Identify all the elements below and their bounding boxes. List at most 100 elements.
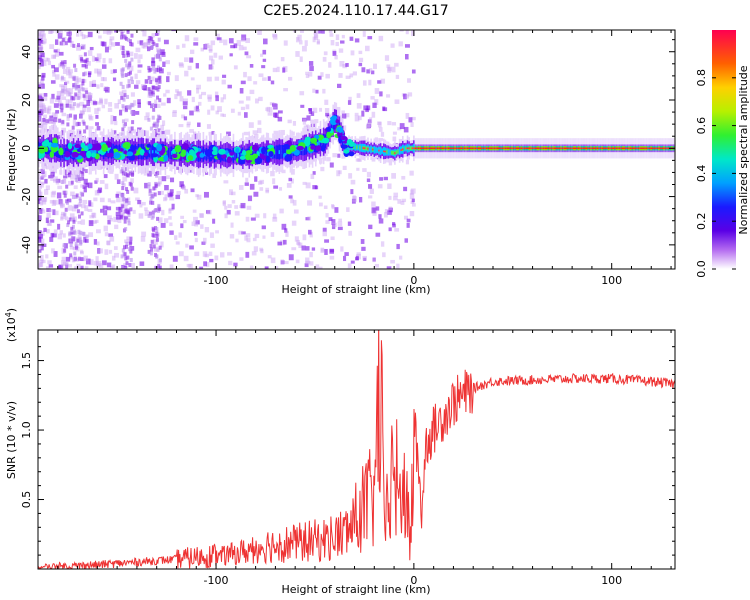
signal-core xyxy=(403,145,406,152)
signal-core xyxy=(234,150,236,161)
noise-cell xyxy=(281,169,286,174)
noise-cell xyxy=(142,165,147,170)
noise-cell xyxy=(80,204,86,209)
noise-cell xyxy=(309,261,314,266)
noise-cell xyxy=(121,265,126,269)
noise-cell xyxy=(73,257,77,262)
noise-cell xyxy=(62,64,66,69)
signal-max xyxy=(631,147,634,150)
signal-blob xyxy=(337,127,343,134)
noise-cell xyxy=(179,63,185,68)
noise-cell xyxy=(115,215,121,220)
noise-cell xyxy=(328,62,332,68)
noise-cell xyxy=(383,176,388,181)
figure-title: C2E5.2024.110.17.44.G17 xyxy=(263,3,448,19)
noise-cell xyxy=(147,249,151,254)
signal-blob xyxy=(101,143,108,152)
noise-cell xyxy=(107,215,112,219)
noise-cell xyxy=(309,66,314,72)
noise-cell xyxy=(39,61,44,67)
noise-cell xyxy=(160,190,164,195)
noise-cell xyxy=(330,236,335,241)
signal-core xyxy=(276,145,279,159)
noise-cell xyxy=(64,89,69,95)
noise-cell xyxy=(39,208,43,214)
noise-cell xyxy=(380,131,385,137)
noise-cell xyxy=(342,63,347,69)
noise-cell xyxy=(157,115,161,120)
noise-cell xyxy=(258,96,263,102)
noise-cell xyxy=(265,187,270,192)
signal-blob xyxy=(261,147,266,155)
noise-cell xyxy=(330,39,335,46)
noise-cell xyxy=(371,111,376,118)
x-tick-label: 0 xyxy=(410,274,417,287)
noise-cell xyxy=(251,251,257,256)
signal-blob xyxy=(180,151,186,157)
noise-cell xyxy=(38,230,42,234)
noise-cell xyxy=(296,239,300,245)
noise-cell xyxy=(392,222,396,226)
noise-cell xyxy=(78,202,82,207)
noise-cell xyxy=(168,216,172,220)
noise-cell xyxy=(162,61,166,67)
noise-cell xyxy=(100,41,105,46)
signal-max xyxy=(563,147,566,150)
noise-cell xyxy=(62,61,67,67)
noise-cell xyxy=(346,207,350,212)
noise-cell xyxy=(102,77,107,82)
noise-cell xyxy=(355,255,359,261)
signal-max xyxy=(454,147,456,150)
noise-cell xyxy=(138,54,143,59)
noise-cell xyxy=(92,212,97,219)
noise-cell xyxy=(109,39,113,45)
signal-max xyxy=(585,147,588,150)
signal-max xyxy=(604,147,607,150)
noise-cell xyxy=(152,66,156,71)
noise-cell xyxy=(38,40,41,45)
noise-cell xyxy=(106,240,111,245)
noise-cell xyxy=(262,49,267,55)
noise-cell xyxy=(52,199,58,205)
noise-cell xyxy=(195,220,200,225)
y-tick-label: 0 xyxy=(20,145,33,152)
noise-cell xyxy=(203,191,209,198)
noise-cell xyxy=(292,199,297,206)
noise-cell xyxy=(391,122,397,126)
noise-cell xyxy=(61,37,65,42)
noise-cell xyxy=(38,237,42,243)
signal-max xyxy=(362,147,365,149)
noise-cell xyxy=(87,91,92,98)
signal-blob xyxy=(156,143,163,152)
noise-cell xyxy=(178,124,184,128)
noise-cell xyxy=(229,189,233,196)
noise-cell xyxy=(38,46,43,52)
noise-cell xyxy=(53,229,58,234)
noise-cell xyxy=(149,244,153,249)
noise-cell xyxy=(95,256,99,262)
signal-max xyxy=(652,147,654,150)
noise-cell xyxy=(377,80,382,84)
noise-cell xyxy=(51,200,57,206)
noise-cell xyxy=(121,104,125,109)
signal-core xyxy=(175,148,178,158)
noise-cell xyxy=(189,49,195,54)
noise-cell xyxy=(147,182,151,187)
noise-cell xyxy=(400,200,405,205)
signal-max xyxy=(653,147,656,150)
noise-cell xyxy=(182,220,187,224)
noise-cell xyxy=(404,44,410,48)
noise-cell xyxy=(375,206,380,211)
noise-cell xyxy=(228,260,233,266)
noise-cell xyxy=(388,206,393,211)
noise-cell xyxy=(130,80,134,85)
signal-blob xyxy=(348,141,355,147)
noise-cell xyxy=(363,105,369,111)
signal-blob xyxy=(85,156,93,162)
noise-cell xyxy=(106,206,112,211)
noise-cell xyxy=(324,248,328,255)
noise-cell xyxy=(259,179,265,184)
noise-cell xyxy=(38,84,41,88)
signal-max xyxy=(659,147,662,150)
signal-blob xyxy=(315,145,322,152)
